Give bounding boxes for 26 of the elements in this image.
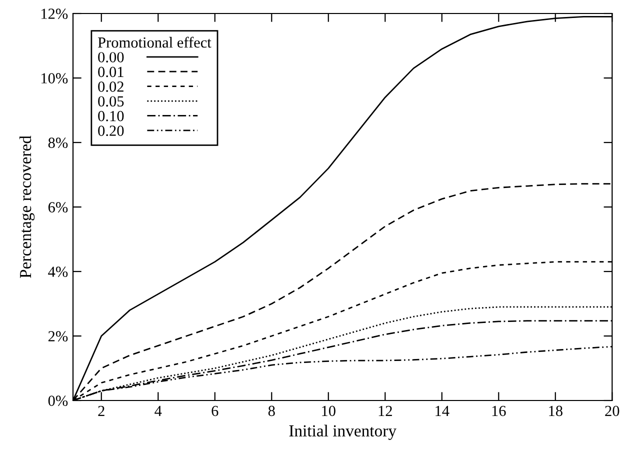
x-tick-label: 4 — [154, 406, 162, 416]
y-tick-label: 0% — [48, 396, 68, 406]
x-tick-label: 6 — [212, 406, 218, 416]
x-tick-label: 12 — [378, 406, 392, 416]
y-tick-label: 2% — [48, 331, 68, 342]
y-axis-title: Percentage recovered — [19, 136, 35, 278]
x-tick-label: 2 — [98, 406, 104, 416]
legend-label: 0.10 — [98, 110, 124, 122]
y-tick-label: 4% — [48, 266, 68, 277]
x-tick-label: 16 — [492, 406, 506, 416]
x-tick-label: 8 — [268, 406, 275, 416]
y-tick-label: 12% — [41, 8, 68, 19]
legend-label: 0.01 — [98, 66, 124, 78]
x-tick-label: 20 — [605, 406, 620, 416]
legend-label: 0.05 — [98, 96, 124, 107]
x-tick-label: 14 — [436, 406, 450, 416]
y-tick-label: 8% — [48, 138, 68, 148]
y-tick-label: 6% — [48, 202, 68, 212]
legend-label: 0.20 — [98, 126, 124, 136]
y-tick-label: 10% — [41, 73, 68, 84]
legend-label: 0.00 — [98, 52, 124, 62]
x-tick-label: 10 — [322, 406, 336, 416]
x-tick-label: 18 — [549, 406, 562, 416]
legend-title: Promotional effect — [98, 36, 212, 48]
x-axis-title: Initial inventory — [289, 424, 396, 440]
legend-label: 0.02 — [98, 82, 124, 92]
